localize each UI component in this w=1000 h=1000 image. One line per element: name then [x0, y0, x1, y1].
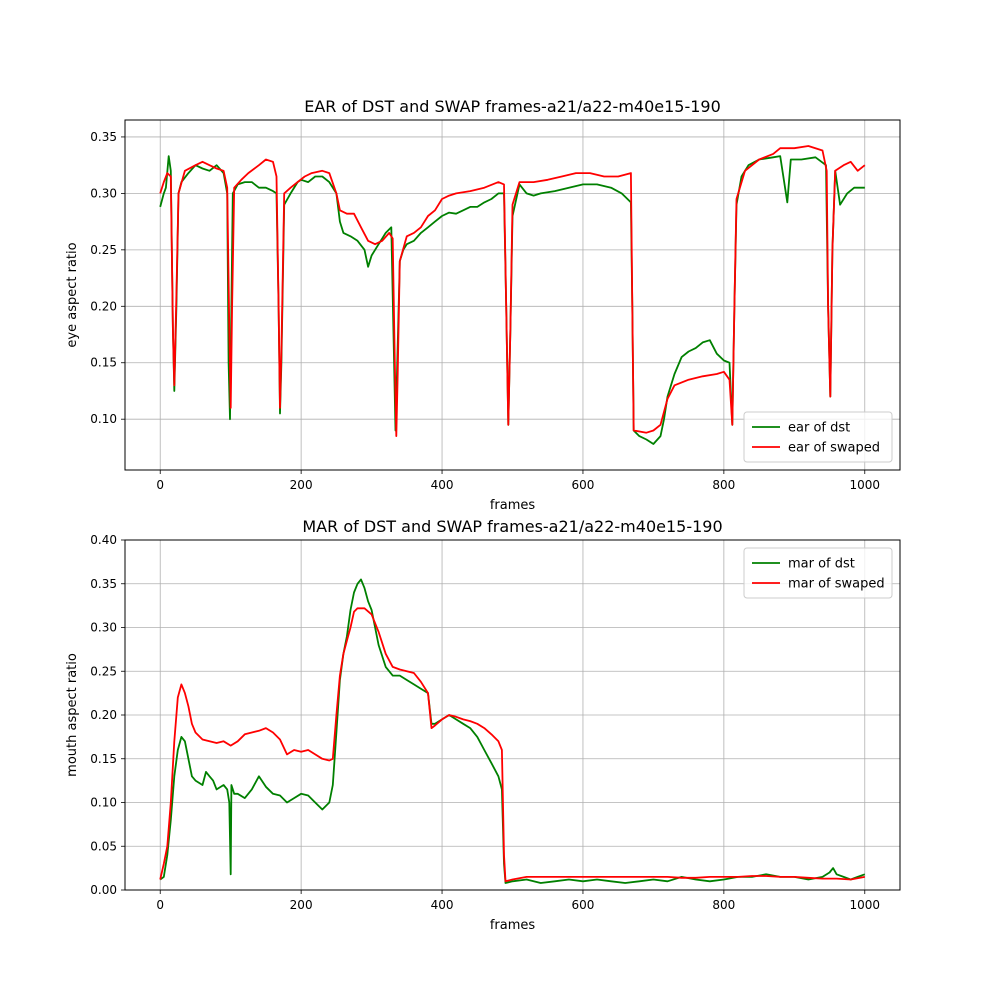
mar-y-tick-label: 0.20: [90, 708, 117, 722]
mar-legend-label: mar of swaped: [788, 577, 885, 592]
ear-x-tick-label: 400: [431, 478, 454, 492]
ear-plot-frame: [124, 119, 901, 471]
mar-y-axis-label: mouth aspect ratio: [65, 653, 80, 777]
mar-y-tick-label: 0.35: [90, 577, 117, 591]
ear-x-tick-label: 1000: [849, 478, 880, 492]
mar-y-tick-label: 0.05: [90, 839, 117, 853]
mar-x-tick-label: 0: [156, 898, 164, 912]
ear-chart: 0 200 400 600 800 1000 0.10 0.15 0.20 0.25 0.30 0.3…: [65, 97, 901, 513]
ear-x-tick-label: 600: [572, 478, 595, 492]
mar-legend: mar of dst mar of swaped: [743, 547, 893, 599]
mar-x-tick-label: 1000: [849, 898, 880, 912]
ear-y-tick-label: 0.35: [90, 130, 117, 144]
mar-series-swaped-line: [159, 607, 865, 883]
ear-series-group: [159, 145, 866, 445]
mar-x-tick-label: 800: [712, 898, 735, 912]
mar-y-tick-label: 0.15: [90, 752, 117, 766]
ear-y-tick-label: 0.20: [90, 299, 117, 313]
ear-legend-label: ear of dst: [788, 421, 850, 436]
mar-legend-box: [743, 547, 893, 599]
mar-x-tick-label: 200: [290, 898, 313, 912]
mar-series-group: [159, 578, 866, 884]
mar-chart: 0 200 400 600 800 1000 0.00 0.05 0.10 0.15 0.20 0.2…: [65, 517, 901, 933]
ear-y-tick-label: 0.25: [90, 243, 117, 257]
ear-x-tick-label: 800: [712, 478, 735, 492]
ear-chart-title: EAR of DST and SWAP frames-a21/a22-m40e1…: [304, 97, 721, 116]
ear-legend: ear of dst ear of swaped: [743, 411, 893, 463]
ear-x-axis-label: frames: [490, 498, 536, 513]
ear-y-tick-label: 0.30: [90, 186, 117, 200]
ear-x-tick-label: 200: [290, 478, 313, 492]
ear-x-tick-label: 0: [156, 478, 164, 492]
ear-series-swaped-line: [159, 145, 866, 438]
ear-y-tick-label: 0.10: [90, 412, 117, 426]
mar-legend-label: mar of dst: [788, 557, 855, 572]
mar-y-tick-label: 0.25: [90, 664, 117, 678]
mar-x-axis-label: frames: [490, 918, 536, 933]
mar-y-tick-label: 0.40: [90, 533, 117, 547]
mar-y-tick-label: 0.10: [90, 796, 117, 810]
mar-x-tick-label: 600: [572, 898, 595, 912]
ear-y-axis-label: eye aspect ratio: [65, 242, 80, 347]
mar-y-tick-label: 0.30: [90, 621, 117, 635]
mar-chart-title: MAR of DST and SWAP frames-a21/a22-m40e1…: [302, 517, 722, 536]
ear-legend-label: ear of swaped: [788, 441, 880, 456]
mar-y-tick-label: 0.00: [90, 883, 117, 897]
ear-y-tick-label: 0.15: [90, 356, 117, 370]
ear-legend-box: [743, 411, 893, 463]
mar-x-tick-label: 400: [431, 898, 454, 912]
